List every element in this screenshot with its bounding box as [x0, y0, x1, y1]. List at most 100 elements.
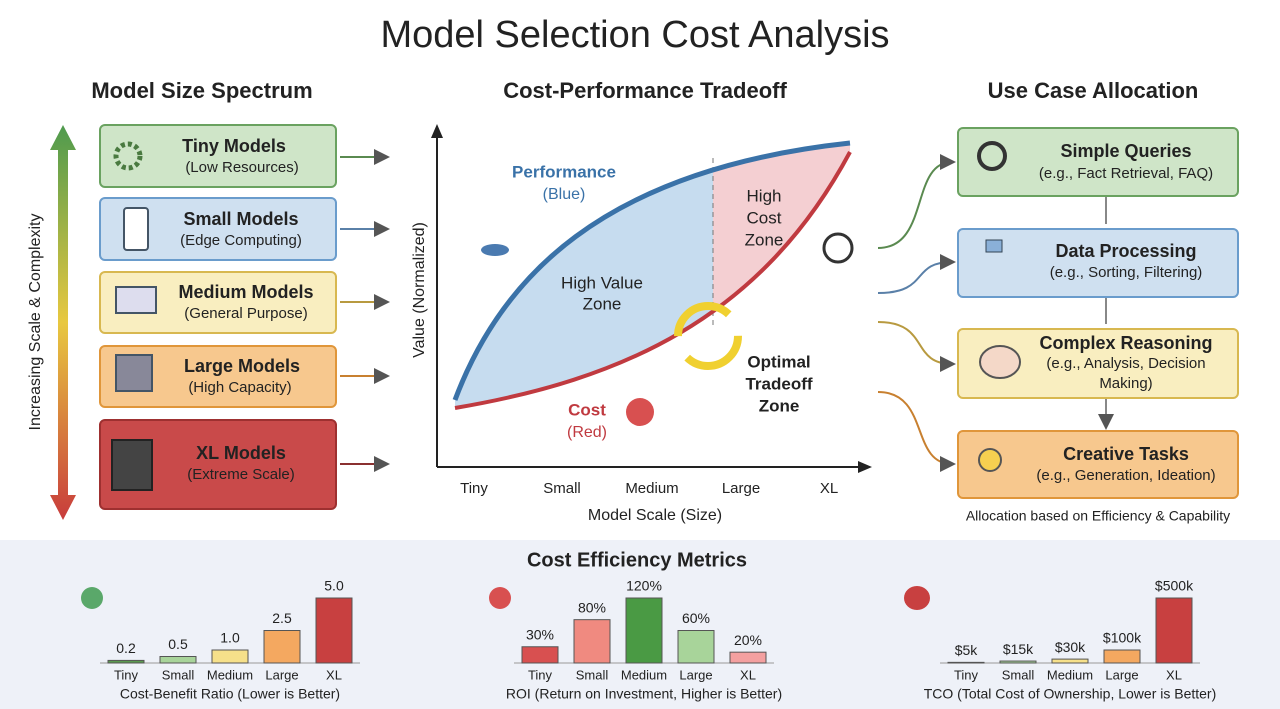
box-detail: (Edge Computing)	[180, 232, 302, 249]
box	[957, 228, 1239, 298]
money-icon	[626, 398, 654, 426]
box-detail: (Extreme Scale)	[187, 466, 295, 483]
value-label: 80%	[578, 599, 606, 615]
box-title: Large Models	[184, 356, 300, 376]
category: Large	[679, 667, 712, 682]
category: XL	[1166, 667, 1182, 682]
zone-label: Optimal	[747, 352, 810, 371]
section-title: Model Size Spectrum	[91, 78, 312, 103]
box-detail: (General Purpose)	[184, 305, 307, 322]
value-label: $100k	[1103, 630, 1142, 646]
value-label: 30%	[526, 626, 554, 642]
bar	[729, 651, 767, 664]
chart-caption: ROI (Return on Investment, Higher is Bet…	[506, 686, 782, 702]
category: Small	[1002, 667, 1035, 682]
icon	[979, 345, 1021, 379]
bar	[1103, 649, 1141, 664]
curve-label: Performance	[512, 162, 616, 181]
category: Tiny	[528, 667, 553, 682]
bar	[263, 630, 301, 664]
bar	[521, 646, 559, 664]
gauge-icon	[822, 232, 854, 264]
box-title: Creative Tasks	[1063, 444, 1189, 464]
box	[99, 345, 337, 408]
bar	[999, 660, 1037, 664]
bar	[211, 649, 249, 664]
cycle-icon	[674, 302, 742, 370]
curve-label: Cost	[568, 400, 606, 419]
section-title: Use Case Allocation	[988, 78, 1199, 103]
category: Medium	[625, 480, 678, 497]
category: Large	[1105, 667, 1138, 682]
zone-label: High	[747, 186, 782, 205]
category: Small	[543, 480, 581, 497]
box-title: Data Processing	[1055, 241, 1196, 261]
bar	[1051, 658, 1089, 664]
axis-label: Model Scale (Size)	[588, 507, 722, 524]
box-title: Simple Queries	[1060, 141, 1191, 161]
zone-label: Zone	[583, 294, 622, 313]
bar	[677, 630, 715, 664]
icon	[985, 239, 1003, 253]
icon	[115, 286, 157, 314]
icon	[904, 586, 930, 610]
performance-curve	[452, 140, 851, 401]
box	[957, 127, 1239, 197]
value-label: 0.5	[168, 636, 188, 652]
axes	[436, 130, 866, 468]
category: XL	[740, 667, 756, 682]
connector	[877, 154, 956, 249]
box-title: Medium Models	[178, 282, 313, 302]
category: Tiny	[114, 667, 139, 682]
value-label: 20%	[734, 632, 762, 648]
zone-label: Zone	[745, 230, 784, 249]
metric-charts: 0.2 Tiny 0.5 Small 1.0 Medium 2.5 Large 5.0 XL Cos…	[100, 578, 1216, 702]
curve-note: (Red)	[567, 424, 607, 441]
axis-label: Value (Normalized)	[411, 222, 428, 358]
chart-caption: TCO (Total Cost of Ownership, Lower is B…	[924, 686, 1217, 702]
model-boxes: Tiny Models (Low Resources) Small Models…	[99, 124, 337, 510]
box-detail: Making)	[1099, 375, 1152, 392]
title: Model Selection Cost Analysis	[380, 14, 889, 56]
icon	[489, 587, 511, 609]
icon	[123, 207, 149, 251]
icon	[111, 439, 153, 491]
icon	[113, 141, 143, 171]
zone-label: Cost	[747, 208, 782, 227]
value-label: $30k	[1055, 639, 1086, 655]
value-label: $15k	[1003, 641, 1034, 657]
value-label: 2.5	[272, 610, 292, 626]
bar	[315, 597, 353, 664]
zone-label: Zone	[759, 396, 800, 415]
box	[99, 124, 337, 188]
connector	[877, 321, 956, 372]
section-title: Cost Efficiency Metrics	[527, 549, 747, 571]
category: Medium	[1047, 667, 1093, 682]
box-detail: (e.g., Sorting, Filtering)	[1050, 264, 1203, 281]
value-label: 0.2	[116, 640, 136, 656]
icon	[115, 354, 153, 392]
bar	[625, 597, 663, 664]
box	[99, 197, 337, 261]
category: Medium	[621, 667, 667, 682]
value-label: 120%	[626, 578, 662, 594]
value-label: 5.0	[324, 578, 344, 594]
box-detail: (e.g., Fact Retrieval, FAQ)	[1039, 165, 1213, 182]
icon	[978, 448, 1002, 472]
category: Tiny	[460, 480, 488, 497]
bar	[573, 619, 611, 664]
icon	[81, 587, 103, 609]
category: Small	[576, 667, 609, 682]
arrows	[340, 149, 390, 472]
connectors	[877, 154, 1106, 472]
value-label: $5k	[955, 642, 979, 658]
box-detail: (e.g., Analysis, Decision	[1046, 355, 1205, 372]
axis-label: Increasing Scale & Complexity	[27, 214, 44, 431]
coins-icon	[481, 244, 509, 256]
box-title: Complex Reasoning	[1039, 333, 1212, 353]
category: XL	[326, 667, 342, 682]
zone-label: High Value	[561, 273, 643, 292]
category: Small	[162, 667, 195, 682]
category: Medium	[207, 667, 253, 682]
